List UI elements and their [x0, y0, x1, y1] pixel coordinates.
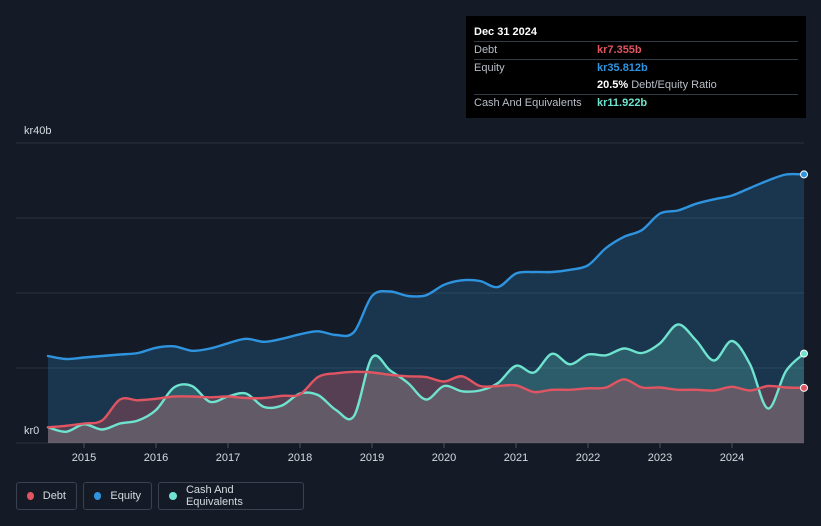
x-tick-label-2016: 2016	[144, 452, 168, 464]
tooltip-equity-label: Equity	[474, 62, 505, 74]
debt-dot-icon	[27, 492, 34, 500]
legend-equity-button[interactable]: Equity	[83, 482, 152, 510]
x-tick-label-2018: 2018	[288, 452, 312, 464]
cash-dot-icon	[169, 492, 177, 500]
tooltip-ratio-row: 20.5% Debt/Equity Ratio	[474, 77, 798, 94]
legend-equity-label: Equity	[110, 490, 141, 502]
end-markers	[800, 170, 808, 392]
legend-cash-label: Cash And Equivalents	[185, 484, 243, 508]
x-tick-label-2015: 2015	[72, 452, 96, 464]
debt-end-marker	[800, 383, 808, 392]
tooltip-debt-value: kr7.355b	[597, 44, 642, 56]
legend-cash-button[interactable]: Cash And Equivalents	[158, 482, 304, 510]
legend-debt-button[interactable]: Debt	[16, 482, 77, 510]
cash-line	[46, 323, 806, 434]
equity-dot-icon	[94, 492, 102, 500]
tooltip-debt-row: Debt kr7.355b	[474, 41, 798, 59]
legend-debt-label: Debt	[42, 490, 66, 502]
cash-end-marker	[800, 349, 808, 358]
x-tick-label-2022: 2022	[576, 452, 600, 464]
series-lines	[46, 172, 806, 434]
tooltip-date: Dec 31 2024	[474, 26, 537, 38]
x-tick-label-2021: 2021	[504, 452, 528, 464]
x-tick-label-2020: 2020	[432, 452, 456, 464]
y-axis-top-label: kr40b	[24, 125, 52, 137]
x-tick-label-2024: 2024	[720, 452, 744, 464]
tooltip-cash-label: Cash And Equivalents	[474, 97, 582, 109]
x-tick-label-2023: 2023	[648, 452, 672, 464]
series-areas	[48, 174, 804, 443]
tooltip-equity-row: Equity kr35.812b	[474, 59, 798, 77]
tooltip-cash-row: Cash And Equivalents kr11.922b	[474, 94, 798, 112]
debt-line	[46, 370, 806, 429]
x-tick-label-2017: 2017	[216, 452, 240, 464]
tooltip-ratio-label: Debt/Equity Ratio	[631, 79, 717, 91]
equity-area	[48, 174, 804, 443]
y-axis-bottom-label: kr0	[24, 425, 40, 437]
tooltip-cash-value: kr11.922b	[597, 97, 648, 109]
equity-line	[46, 172, 806, 361]
tooltip-panel: Dec 31 2024 Debt kr7.355b Equity kr35.81…	[466, 16, 806, 118]
x-axis-ticks: 2015 2016 2017 2018 2019 2020 2021 2022 2023 2024	[72, 443, 744, 464]
tooltip-debt-label: Debt	[474, 44, 498, 56]
gridlines	[16, 142, 804, 444]
cash-area	[48, 324, 804, 443]
tooltip-ratio-value: 20.5%	[597, 79, 629, 91]
debt-area	[48, 371, 804, 443]
equity-end-marker	[800, 170, 808, 179]
x-tick-label-2019: 2019	[360, 452, 384, 464]
tooltip-equity-value: kr35.812b	[597, 62, 648, 74]
